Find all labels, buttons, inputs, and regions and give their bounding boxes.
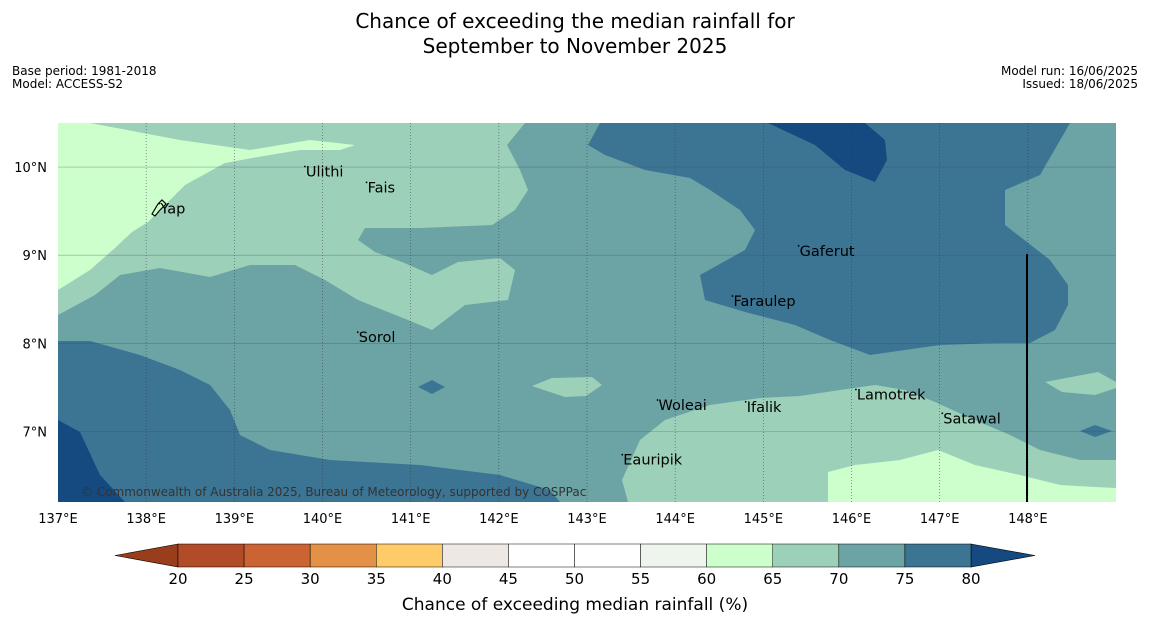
place-marker-ifalik bbox=[744, 400, 747, 403]
colorbar-tick-45: 45 bbox=[499, 570, 518, 588]
colorbar-tick-55: 55 bbox=[631, 570, 650, 588]
longitude-labels: 137°E 138°E 139°E 140°E 141°E 142°E 143°E 144°E… bbox=[38, 512, 1047, 527]
colorbar-tick-40: 40 bbox=[433, 570, 452, 588]
contour-75-80-southwest bbox=[58, 341, 560, 502]
place-marker-sorol bbox=[356, 331, 359, 334]
meta-left: Base period: 1981-2018 Model: ACCESS-S2 bbox=[12, 65, 157, 91]
contour-65-70-blob-east bbox=[1045, 372, 1116, 395]
place-labels: Ulithi Fais Yap Gaferut Faraulep Sorol Lamotre… bbox=[158, 164, 1001, 469]
colorbar-tick-25: 25 bbox=[235, 570, 254, 588]
latitude-labels: 10°N 9°N 8°N 7°N bbox=[14, 161, 47, 440]
lon-tick-label-142: 142°E bbox=[479, 512, 519, 527]
place-marker-gaferut bbox=[797, 244, 800, 247]
contour-80-up-southwest bbox=[58, 420, 125, 502]
lon-tick-label-146: 146°E bbox=[832, 512, 872, 527]
place-marker-ulithi bbox=[303, 165, 306, 168]
colorbar-segment-55 bbox=[640, 543, 707, 568]
meta-right: Model run: 16/06/2025 Issued: 18/06/2025 bbox=[1001, 65, 1138, 91]
place-label-ulithi: Ulithi bbox=[306, 164, 344, 180]
place-marker-fais bbox=[365, 181, 368, 184]
title-line-2: September to November 2025 bbox=[422, 34, 728, 58]
colorbar-segment-70 bbox=[838, 543, 906, 568]
colorbar-tick-60: 60 bbox=[697, 570, 716, 588]
place-marker-eauripik bbox=[621, 453, 624, 456]
place-label-gaferut: Gaferut bbox=[800, 244, 855, 260]
lat-tick-label-7: 7°N bbox=[23, 425, 48, 440]
issued-text: Issued: 18/06/2025 bbox=[1022, 77, 1138, 91]
colorbar-tick-75: 75 bbox=[895, 570, 914, 588]
colorbar-tick-20: 20 bbox=[168, 570, 187, 588]
place-label-faraulep: Faraulep bbox=[733, 294, 795, 310]
lon-tick-label-144: 144°E bbox=[655, 512, 695, 527]
lon-tick-label-138: 138°E bbox=[126, 512, 166, 527]
lon-tick-label-147: 147°E bbox=[920, 512, 960, 527]
latitude-gridlines bbox=[58, 166, 1116, 432]
colorbar-segment-45 bbox=[508, 543, 575, 568]
lon-tick-label-137: 137°E bbox=[38, 512, 78, 527]
contour-80-up-north bbox=[768, 123, 887, 182]
place-label-fais: Fais bbox=[368, 180, 395, 196]
lon-tick-label-145: 145°E bbox=[744, 512, 784, 527]
contour-75-80-blob-east bbox=[1080, 425, 1112, 437]
colorbar-segment-75 bbox=[904, 543, 972, 568]
lat-tick-label-8: 8°N bbox=[23, 337, 48, 352]
colorbar: 20 25 30 35 40 45 50 55 60 65 70 75 80 bbox=[114, 543, 1036, 588]
base-period-text: Base period: 1981-2018 bbox=[12, 64, 157, 78]
title-line-1: Chance of exceeding the median rainfall … bbox=[355, 9, 795, 33]
map-panel: © Commonwealth of Australia 2025, Bureau… bbox=[58, 123, 1116, 502]
lon-tick-label-141: 141°E bbox=[391, 512, 431, 527]
place-marker-yap bbox=[158, 202, 161, 205]
lat-tick-label-9: 9°N bbox=[23, 249, 48, 264]
colorbar-segment-65 bbox=[772, 543, 840, 568]
colorbar-tick-65: 65 bbox=[763, 570, 782, 588]
colorbar-tick-35: 35 bbox=[367, 570, 386, 588]
contour-75-80-blob-central bbox=[418, 380, 445, 394]
lon-tick-label-148: 148°E bbox=[1008, 512, 1048, 527]
place-marker-woleai bbox=[656, 399, 659, 401]
model-run-text: Model run: 16/06/2025 bbox=[1000, 64, 1138, 78]
model-text: Model: ACCESS-S2 bbox=[12, 77, 124, 91]
copyright-text: © Commonwealth of Australia 2025, Bureau… bbox=[81, 485, 586, 499]
colorbar-segment-20 bbox=[177, 543, 245, 568]
place-label-satawal: Satawal bbox=[943, 411, 1000, 427]
place-label-ifalik: Ifalik bbox=[747, 400, 782, 416]
place-label-sorol: Sorol bbox=[359, 330, 396, 346]
place-label-woleai: Woleai bbox=[659, 398, 707, 414]
colorbar-tick-80: 80 bbox=[961, 570, 980, 588]
colorbar-under-arrow bbox=[114, 543, 179, 568]
colorbar-segment-40 bbox=[442, 543, 509, 568]
colorbar-segment-35 bbox=[376, 543, 443, 568]
colorbar-tick-50: 50 bbox=[565, 570, 584, 588]
lon-tick-label-140: 140°E bbox=[303, 512, 343, 527]
place-marker-faraulep bbox=[731, 295, 734, 297]
place-label-eauripik: Eauripik bbox=[623, 453, 682, 469]
place-label-lamotrek: Lamotrek bbox=[857, 387, 926, 403]
colorbar-segment-50 bbox=[574, 543, 641, 568]
colorbar-segment-25 bbox=[243, 543, 311, 568]
colorbar-tick-30: 30 bbox=[301, 570, 320, 588]
lat-tick-label-10: 10°N bbox=[14, 161, 47, 176]
place-label-yap: Yap bbox=[159, 201, 185, 217]
lon-tick-label-139: 139°E bbox=[215, 512, 255, 527]
place-marker-satawal bbox=[941, 412, 944, 415]
colorbar-tick-70: 70 bbox=[829, 570, 848, 588]
contour-60-65-south bbox=[828, 450, 1116, 502]
map-title: Chance of exceeding the median rainfall … bbox=[0, 9, 1150, 59]
lon-tick-label-143: 143°E bbox=[567, 512, 607, 527]
colorbar-label: Chance of exceeding median rainfall (%) bbox=[402, 595, 748, 615]
contour-60-65-northwest bbox=[58, 123, 355, 290]
contour-75-80-northeast bbox=[588, 123, 1070, 355]
contour-65-70-blob-central bbox=[532, 377, 602, 397]
yap-island-outline bbox=[151, 199, 167, 217]
colorbar-over-arrow bbox=[970, 543, 1036, 568]
colorbar-segment-60 bbox=[706, 543, 774, 568]
place-marker-lamotrek bbox=[855, 388, 857, 391]
colorbar-segment-30 bbox=[309, 543, 377, 568]
longitude-gridlines bbox=[145, 123, 1029, 502]
